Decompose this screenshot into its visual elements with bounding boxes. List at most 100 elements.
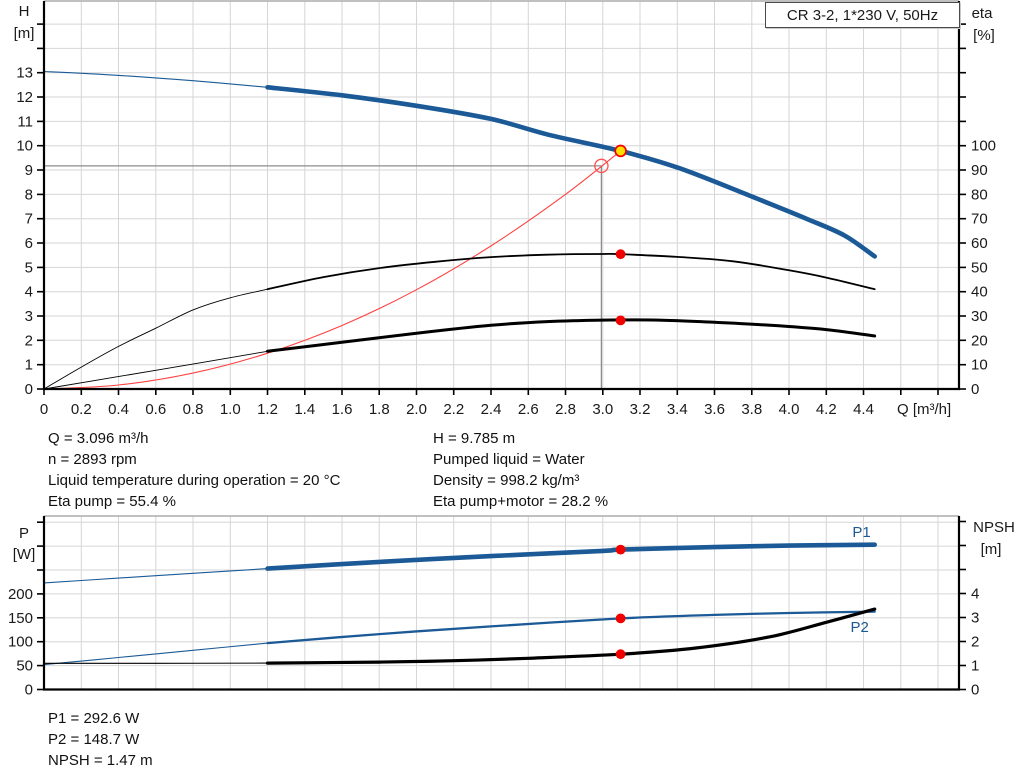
series-label-p2: P2 <box>850 619 868 636</box>
series-eta-pump-motor-curve-lead <box>43 350 268 390</box>
x-axis-tick-label: 1.0 <box>220 401 241 418</box>
right-axis-title: [%] <box>973 27 995 44</box>
left-axis-tick-label: 13 <box>16 65 33 82</box>
right-axis-tick-label: 2 <box>971 634 979 651</box>
head-efficiency-grid <box>44 1 959 389</box>
left-axis-tick-label: 0 <box>25 682 33 699</box>
x-axis-tick-label: 2.2 <box>443 401 464 418</box>
right-axis-tick-label: 100 <box>971 138 996 155</box>
series-p2-curve-lead <box>43 642 269 666</box>
right-axis-tick-label: 80 <box>971 186 988 203</box>
right-axis-tick-label: 60 <box>971 235 988 252</box>
series-p1-curve-lead <box>43 568 269 584</box>
left-axis-title: P <box>19 525 29 542</box>
left-axis-tick-label: 0 <box>25 381 33 398</box>
x-axis-tick-label: 1.8 <box>369 401 390 418</box>
info-npsh: NPSH = 1.47 m <box>48 752 153 769</box>
left-axis-title: [W] <box>13 546 36 563</box>
x-axis-tick-label: 4.2 <box>816 401 837 418</box>
x-axis-tick-label: 3.0 <box>592 401 613 418</box>
right-axis-tick-label: 0 <box>971 381 979 398</box>
p2-operating-dot <box>615 613 626 624</box>
info-pumped-liquid: Pumped liquid = Water <box>433 451 585 468</box>
eta-pump-motor-operating-dot <box>615 315 626 326</box>
info-flow: Q = 3.096 m³/h <box>48 430 149 447</box>
left-axis-tick-label: 8 <box>25 186 33 203</box>
power-npsh-axes <box>42 516 961 691</box>
info-density: Density = 998.2 kg/m³ <box>433 472 580 489</box>
info-p1: P1 = 292.6 W <box>48 710 140 727</box>
left-axis-tick-label: 50 <box>16 658 33 675</box>
right-axis-tick-label: 0 <box>971 682 979 699</box>
left-axis-tick-label: 7 <box>25 211 33 228</box>
duty-info-left-column: Q = 3.096 m³/h n = 2893 rpm Liquid tempe… <box>48 428 340 512</box>
x-axis-tick-label: 3.2 <box>630 401 651 418</box>
p1-operating-dot <box>615 544 626 555</box>
info-liquid-temperature: Liquid temperature during operation = 20… <box>48 472 341 489</box>
series-eta-pump-curve-lead <box>43 288 268 390</box>
series-p1-curve <box>265 542 877 571</box>
pump-model-label: CR 3-2, 1*230 V, 50Hz <box>765 2 960 28</box>
power-npsh-ticks <box>37 520 966 691</box>
series-eta-pump-motor-curve <box>266 318 877 353</box>
left-axis-tick-label: 150 <box>8 610 33 627</box>
series-head-curve-lead <box>43 70 269 88</box>
left-axis-title: [m] <box>14 25 35 42</box>
series-label-p1: P1 <box>852 524 870 541</box>
x-axis-tick-label: 0 <box>40 401 48 418</box>
x-axis-tick-label: 1.6 <box>332 401 353 418</box>
left-axis-tick-label: 2 <box>25 332 33 349</box>
right-axis-title: eta <box>972 5 994 22</box>
x-axis-tick-label: 4.0 <box>779 401 800 418</box>
left-axis-tick-label: 1 <box>25 357 33 374</box>
npsh-operating-dot <box>615 649 626 660</box>
x-axis-tick-label: 1.4 <box>294 401 315 418</box>
left-axis-tick-label: 10 <box>16 138 33 155</box>
series-p2-curve <box>266 610 876 645</box>
x-axis-tick-label: 3.6 <box>704 401 725 418</box>
x-axis-tick-label: 2.0 <box>406 401 427 418</box>
left-axis-tick-label: 9 <box>25 162 33 179</box>
x-axis-tick-label: 0.4 <box>108 401 129 418</box>
info-speed: n = 2893 rpm <box>48 451 137 468</box>
series-eta-pump-curve <box>266 252 876 291</box>
left-axis-tick-label: 6 <box>25 235 33 252</box>
info-eta-pump-motor: Eta pump+motor = 28.2 % <box>433 493 609 510</box>
left-axis-tick-label: 5 <box>25 259 33 276</box>
x-axis-tick-label: 0.6 <box>145 401 166 418</box>
right-axis-tick-label: 70 <box>971 211 988 228</box>
right-axis-title: [m] <box>981 541 1002 558</box>
duty-info-right-column: H = 9.785 m Pumped liquid = Water Densit… <box>433 428 608 512</box>
info-p2: P2 = 148.7 W <box>48 731 140 748</box>
info-head: H = 9.785 m <box>433 430 516 447</box>
head-efficiency-ticks <box>37 23 966 395</box>
left-axis-tick-label: 4 <box>25 284 33 301</box>
x-axis-tick-label: 2.8 <box>555 401 576 418</box>
left-axis-tick-label: 200 <box>8 586 33 603</box>
right-axis-tick-label: 10 <box>971 357 988 374</box>
left-axis-tick-label: 100 <box>8 634 33 651</box>
right-axis-tick-label: 90 <box>971 162 988 179</box>
x-axis-tick-label: 0.8 <box>183 401 204 418</box>
right-axis-tick-label: 30 <box>971 308 988 325</box>
head-efficiency-axes <box>42 1 961 391</box>
right-axis-title: NPSH <box>973 519 1015 536</box>
left-axis-title: H <box>19 3 30 20</box>
spec-point-ring <box>594 158 609 174</box>
right-axis-tick-label: 4 <box>971 586 979 603</box>
series-head-curve <box>265 85 877 259</box>
right-axis-tick-label: 1 <box>971 658 979 675</box>
series-npsh-curve <box>265 607 877 665</box>
x-axis-tick-label: 2.4 <box>481 401 502 418</box>
left-axis-tick-label: 12 <box>16 89 33 106</box>
duty-point[interactable] <box>614 144 627 158</box>
head-efficiency-chart: 0123456789101112130102030405060708090100… <box>14 0 996 418</box>
x-axis-title: Q [m³/h] <box>897 401 951 418</box>
x-axis-tick-label: 2.6 <box>518 401 539 418</box>
series-system-curve <box>43 150 622 390</box>
eta-pump-operating-dot <box>615 249 626 260</box>
right-axis-tick-label: 20 <box>971 332 988 349</box>
left-axis-tick-label: 11 <box>17 113 33 130</box>
